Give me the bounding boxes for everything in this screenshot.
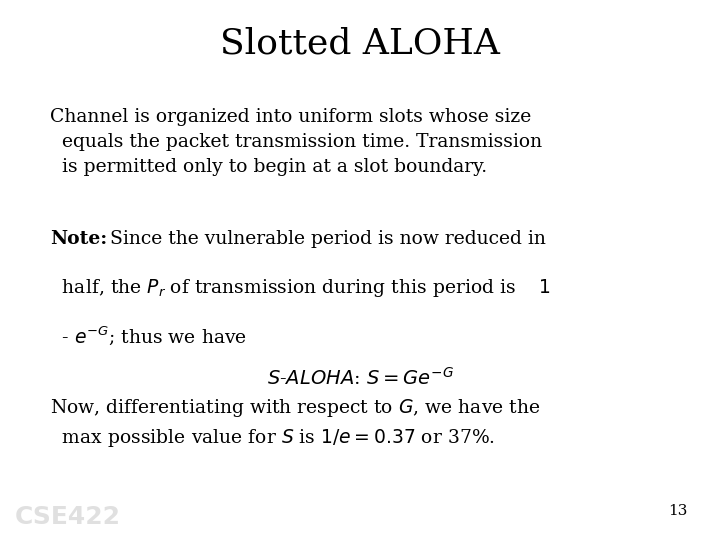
Text: 13: 13 [668,504,688,518]
Text: Since the vulnerable period is now reduced in: Since the vulnerable period is now reduc… [104,230,546,247]
Text: Now, differentiating with respect to $G$, we have the
  max possible value for $: Now, differentiating with respect to $G$… [50,397,541,449]
Text: CSE422: CSE422 [14,505,120,529]
Text: Note:: Note: [50,230,108,247]
Text: Slotted ALOHA: Slotted ALOHA [220,27,500,61]
Text: - $e^{-G}$; thus we have: - $e^{-G}$; thus we have [50,325,248,347]
Text: half, the $P_r$ of transmission during this period is    $1$: half, the $P_r$ of transmission during t… [50,277,552,299]
Text: Channel is organized into uniform slots whose size
  equals the packet transmiss: Channel is organized into uniform slots … [50,108,543,176]
Text: $\mathit{S}$-$\mathit{ALOHA}$: $\mathit{S} = Ge^{-G}$: $\mathit{S}$-$\mathit{ALOHA}$: $\mathit{… [266,367,454,389]
